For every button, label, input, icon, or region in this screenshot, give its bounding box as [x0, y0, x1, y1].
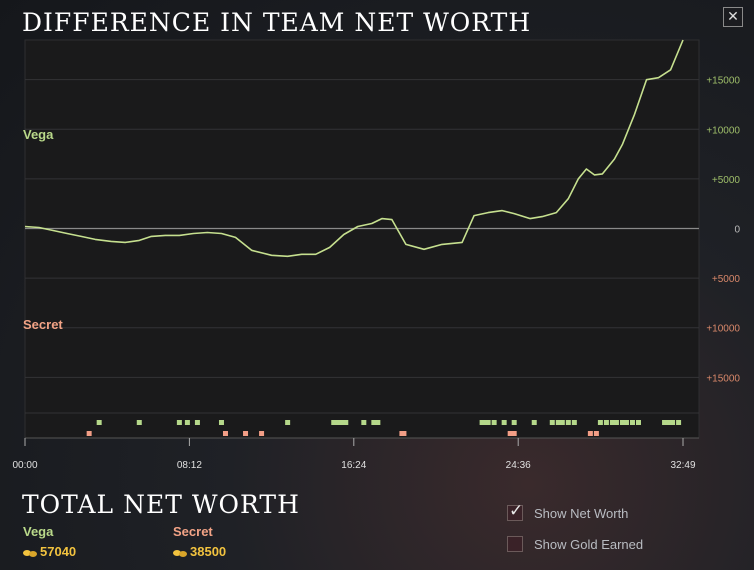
chart-event-marker-dire — [507, 431, 513, 436]
chart-event-marker-radiant — [176, 420, 182, 425]
chart-event-marker-radiant — [375, 420, 381, 425]
chart-y-tick-labels: +15000 +10000 +5000 0 +5000 +10000 +15000 — [706, 76, 740, 385]
chart-event-marker-radiant — [343, 420, 349, 425]
chart-gridlines — [25, 79, 699, 439]
chart-y-tick-label: 0 — [734, 225, 740, 236]
chart-event-marker-radiant — [184, 420, 190, 425]
close-button[interactable]: ✕ — [723, 7, 743, 27]
chart-event-marker-radiant — [635, 420, 641, 425]
chart-event-marker-radiant — [96, 420, 102, 425]
total-net-worth-title: TOTAL NET WORTH — [22, 490, 300, 519]
chart-event-marker-radiant — [531, 420, 537, 425]
chart-y-tick-label: +5000 — [712, 175, 741, 186]
chart-x-tick-label: 24:36 — [506, 460, 531, 471]
chart-x-tick-labels: 00:00 08:12 16:24 24:36 32:49 — [12, 438, 696, 471]
chart-event-marker-radiant — [491, 420, 497, 425]
chart-event-marker-radiant — [666, 420, 672, 425]
chart-event-marker-radiant — [339, 420, 345, 425]
chart-event-marker-radiant — [670, 420, 676, 425]
chart-event-marker-dire — [593, 431, 599, 436]
chart-event-marker-radiant — [629, 420, 635, 425]
chart-event-marker-dire — [243, 431, 249, 436]
total-team-name-dire: Secret — [173, 524, 213, 539]
chart-y-tick-label: +15000 — [706, 373, 740, 384]
chart-x-tick-label: 16:24 — [341, 460, 366, 471]
chart-x-tick-label: 00:00 — [12, 460, 37, 471]
chart-event-marker-radiant — [218, 420, 224, 425]
checkmark-icon: ✓ — [509, 501, 524, 521]
chart-event-marker-radiant — [565, 420, 571, 425]
chart-team-label-dire: Secret — [23, 317, 63, 332]
chart-event-marker-radiant — [609, 420, 615, 425]
chart-plot-area — [24, 39, 700, 439]
chart-y-tick-label: +5000 — [712, 274, 741, 285]
chart-event-marker-radiant — [371, 420, 377, 425]
close-icon: ✕ — [727, 9, 739, 25]
chart-event-marker-dire — [587, 431, 593, 436]
chart-event-marker-radiant — [335, 420, 341, 425]
chart-y-tick-label: +10000 — [706, 324, 740, 335]
show-net-worth-label: Show Net Worth — [534, 505, 629, 521]
chart-event-marker-radiant — [619, 420, 625, 425]
chart-event-marker-radiant — [623, 420, 629, 425]
chart-event-marker-radiant — [613, 420, 619, 425]
chart-y-tick-label: +15000 — [706, 76, 740, 87]
chart-event-marker-radiant — [559, 420, 565, 425]
total-team-name-radiant: Vega — [23, 524, 54, 539]
total-value-radiant: 57040 — [23, 544, 76, 559]
chart-event-marker-dire — [222, 431, 228, 436]
chart-series-lines — [24, 39, 684, 258]
chart-event-marker-radiant — [331, 420, 337, 425]
chart-event-marker-radiant — [597, 420, 603, 425]
chart-event-marker-dire — [259, 431, 265, 436]
chart-event-markers — [86, 420, 682, 436]
chart-x-tick-label: 08:12 — [177, 460, 202, 471]
show-gold-earned-checkbox[interactable] — [507, 536, 523, 552]
show-net-worth-option[interactable]: ✓ Show Net Worth — [507, 501, 629, 521]
page-title: DIFFERENCE IN TEAM NET WORTH — [22, 8, 532, 37]
chart-event-marker-radiant — [549, 420, 555, 425]
total-value-dire-text: 38500 — [190, 544, 227, 559]
show-gold-earned-label: Show Gold Earned — [534, 536, 644, 552]
chart-event-marker-radiant — [501, 420, 507, 425]
chart-team-label-radiant: Vega — [23, 127, 54, 142]
chart-x-tick-label: 32:49 — [670, 460, 695, 471]
total-value-radiant-text: 57040 — [40, 544, 77, 559]
chart-event-marker-radiant — [511, 420, 517, 425]
total-value-dire: 38500 — [173, 544, 226, 559]
chart-event-marker-radiant — [194, 420, 200, 425]
chart-event-marker-radiant — [361, 420, 367, 425]
chart-event-marker-radiant — [662, 420, 668, 425]
chart-event-marker-dire — [511, 431, 517, 436]
gold-icon — [173, 549, 187, 557]
chart-event-marker-radiant — [555, 420, 561, 425]
chart-event-marker-dire — [401, 431, 407, 436]
gold-icon — [23, 549, 37, 557]
chart-y-tick-label: +10000 — [706, 125, 740, 136]
chart-event-marker-radiant — [136, 420, 142, 425]
show-gold-earned-option[interactable]: Show Gold Earned — [507, 536, 643, 552]
chart-series-line-vega — [24, 39, 684, 258]
chart-event-marker-radiant — [485, 420, 491, 425]
net-worth-chart: +15000 +10000 +5000 0 +5000 +10000 +15000 00:0… — [12, 39, 740, 471]
chart-event-marker-radiant — [603, 420, 609, 425]
chart-event-marker-radiant — [285, 420, 291, 425]
chart-event-marker-radiant — [479, 420, 485, 425]
chart-event-marker-radiant — [571, 420, 577, 425]
show-net-worth-checkbox[interactable]: ✓ — [507, 501, 523, 521]
chart-event-marker-radiant — [676, 420, 682, 425]
chart-event-marker-dire — [86, 431, 92, 436]
